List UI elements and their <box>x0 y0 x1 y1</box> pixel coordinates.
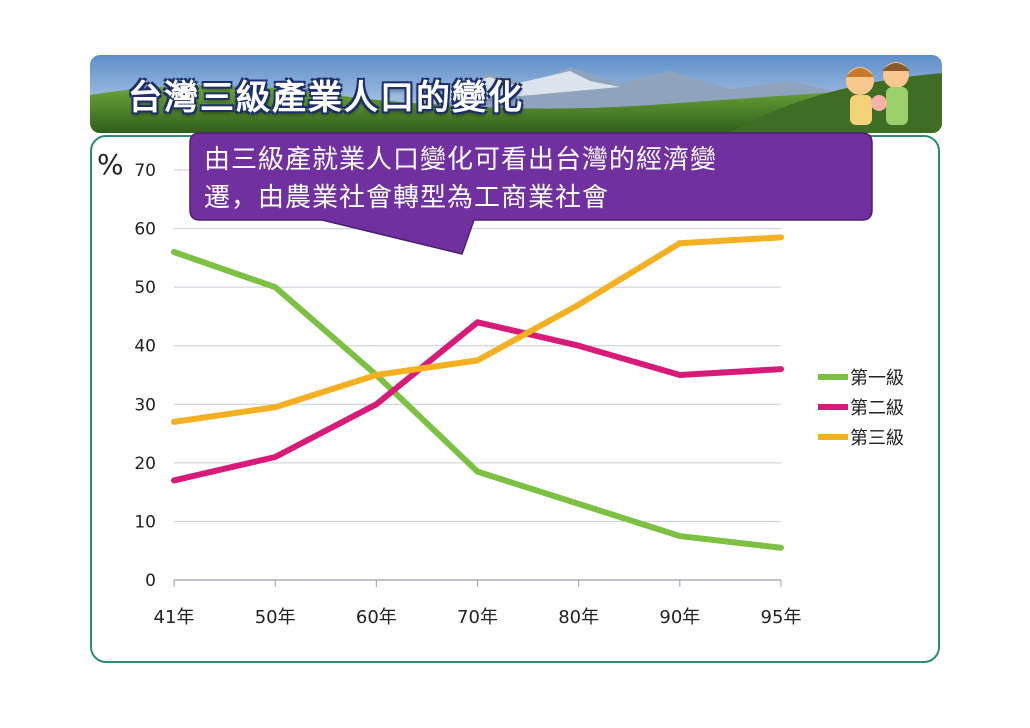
legend-label: 第二級 <box>850 398 904 419</box>
x-tick-label: 60年 <box>356 607 397 628</box>
x-tick-label: 80年 <box>558 607 599 628</box>
y-axis-ticks: 0 10 20 30 40 50 60 70 <box>134 161 156 591</box>
y-tick-label: 10 <box>134 512 156 532</box>
family-illustration-icon <box>846 62 910 125</box>
x-tick-label: 70年 <box>457 607 498 628</box>
title-banner <box>90 55 942 133</box>
page-title: 台灣三級產業人口的變化 <box>128 78 524 118</box>
series-line-1 <box>171 249 784 551</box>
y-tick-label: 60 <box>134 220 156 240</box>
callout-line-1: 由三級產就業人口變化可看出台灣的經濟變 <box>204 145 718 175</box>
y-tick-label: 20 <box>134 454 156 474</box>
y-tick-label: 50 <box>134 278 156 298</box>
callout-bubble <box>189 132 873 255</box>
y-axis-unit: % <box>97 148 124 181</box>
y-tick-label: 70 <box>134 161 156 181</box>
x-tick-label: 41年 <box>154 607 195 628</box>
callout-text: 由三級產就業人口變化可看出台灣的經濟變 遷，由農業社會轉型為工商業社會 <box>204 141 866 217</box>
series-line-2 <box>171 319 784 484</box>
y-tick-label: 0 <box>145 571 156 591</box>
landscape-image <box>90 55 942 133</box>
x-tick-label: 50年 <box>255 607 296 628</box>
series-line-3 <box>171 234 784 425</box>
callout-shape <box>189 132 873 255</box>
x-tick-label: 95年 <box>761 607 802 628</box>
callout-line-2: 遷，由農業社會轉型為工商業社會 <box>204 183 610 213</box>
legend-label: 第三級 <box>850 428 904 449</box>
series-lines <box>171 234 784 551</box>
legend-label: 第一級 <box>850 368 904 389</box>
x-axis: 41年 50年 60年 70年 80年 90年 95年 <box>154 579 802 628</box>
y-tick-label: 30 <box>134 395 156 415</box>
y-tick-label: 40 <box>134 337 156 357</box>
x-tick-label: 90年 <box>659 607 700 628</box>
